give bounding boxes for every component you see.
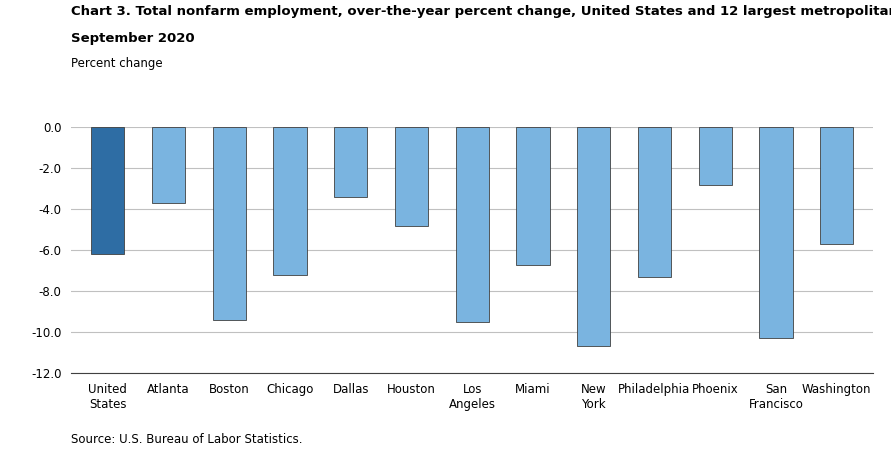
Bar bbox=[759, 127, 793, 339]
Bar bbox=[638, 127, 671, 277]
Bar bbox=[820, 127, 854, 244]
Bar bbox=[91, 127, 125, 254]
Bar bbox=[151, 127, 185, 203]
Bar bbox=[577, 127, 610, 347]
Bar bbox=[213, 127, 246, 320]
Bar bbox=[395, 127, 429, 226]
Bar bbox=[699, 127, 732, 185]
Bar bbox=[274, 127, 307, 275]
Bar bbox=[334, 127, 367, 197]
Text: Percent change: Percent change bbox=[71, 57, 163, 70]
Text: Chart 3. Total nonfarm employment, over-the-year percent change, United States a: Chart 3. Total nonfarm employment, over-… bbox=[71, 5, 891, 18]
Bar bbox=[455, 127, 489, 322]
Text: September 2020: September 2020 bbox=[71, 32, 195, 45]
Bar bbox=[516, 127, 550, 265]
Text: Source: U.S. Bureau of Labor Statistics.: Source: U.S. Bureau of Labor Statistics. bbox=[71, 433, 303, 446]
